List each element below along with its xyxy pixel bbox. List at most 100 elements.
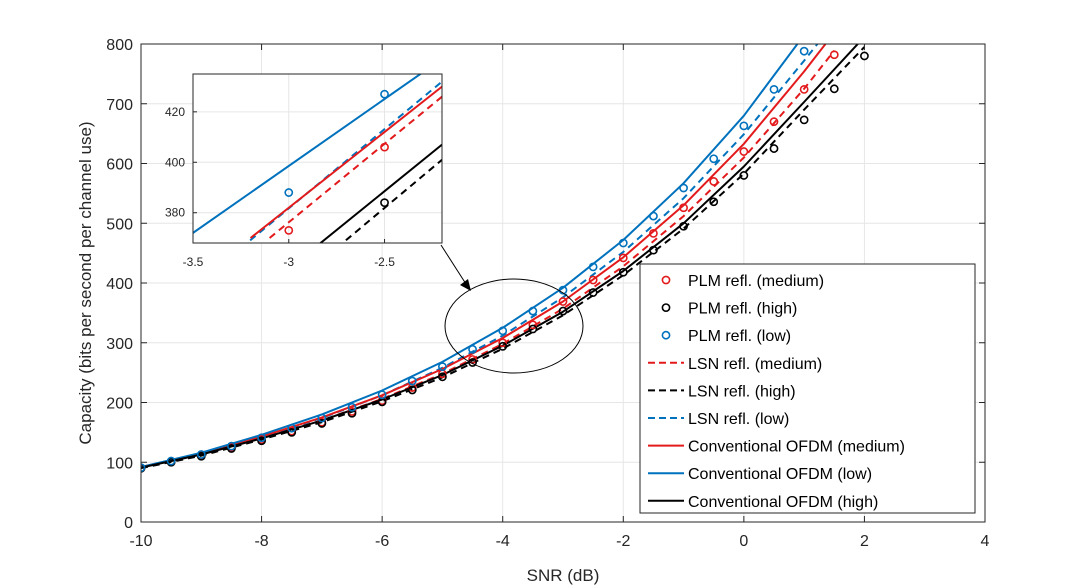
y-tick-label: 200 bbox=[106, 396, 133, 413]
marker-plm-refl-low bbox=[196, 450, 206, 459]
inset-y-tick-label: 380 bbox=[165, 206, 185, 220]
legend-label-lsn-refl-medium: LSN refl. (medium) bbox=[688, 356, 822, 373]
inset-marker bbox=[380, 142, 389, 152]
inset-marker bbox=[380, 198, 389, 208]
marker-plm-refl-high bbox=[679, 221, 688, 231]
y-tick-labels: 0 100 200 300 400 500 600 700 800 bbox=[106, 37, 133, 532]
marker-plm-refl-low bbox=[618, 238, 628, 248]
inset-marker bbox=[284, 188, 294, 197]
marker-plm-refl-low bbox=[377, 390, 387, 400]
legend-label-lsn-refl-low: LSN refl. (low) bbox=[688, 411, 789, 428]
inset-series-line bbox=[245, 80, 442, 243]
y-axis-label: Capacity (bits per second per channel us… bbox=[76, 121, 95, 444]
marker-plm-refl-medium bbox=[769, 117, 779, 127]
marker-plm-refl-low bbox=[141, 463, 146, 473]
legend-label-conventional-ofdm-high: Conventional OFDM (high) bbox=[688, 494, 878, 511]
marker-plm-refl-medium bbox=[829, 50, 839, 60]
marker-plm-refl-high bbox=[407, 385, 417, 395]
marker-plm-refl-low bbox=[769, 85, 779, 94]
marker-plm-refl-high bbox=[528, 324, 538, 334]
marker-plm-refl-medium bbox=[468, 355, 477, 364]
inset-series-line bbox=[318, 143, 442, 243]
y-tick-label: 400 bbox=[106, 276, 133, 293]
y-tick-label: 600 bbox=[106, 157, 133, 174]
x-tick-label: 0 bbox=[739, 533, 748, 550]
x-tick-label: -4 bbox=[496, 533, 510, 550]
zoom-inset: -3.5 -3 -2.5 380 400 420 bbox=[165, 73, 443, 269]
marker-plm-refl-low bbox=[227, 441, 236, 451]
inset-series-line bbox=[341, 159, 442, 243]
marker-plm-refl-high bbox=[347, 408, 357, 418]
marker-plm-refl-high bbox=[769, 144, 779, 153]
marker-plm-refl-low bbox=[739, 121, 749, 131]
x-axis-label: SNR (dB) bbox=[527, 566, 600, 585]
legend-marker-plm-refl-medium bbox=[661, 275, 671, 285]
inset-series-line bbox=[249, 85, 442, 239]
marker-plm-refl-medium bbox=[498, 338, 508, 348]
marker-plm-refl-high bbox=[287, 427, 297, 437]
marker-plm-refl-low bbox=[347, 402, 357, 412]
y-tick-label: 300 bbox=[106, 336, 133, 353]
legend-label-lsn-refl-high: LSN refl. (high) bbox=[688, 383, 796, 400]
marker-plm-refl-high bbox=[709, 197, 719, 207]
inset-x-tick-labels: -3.5 -3 -2.5 bbox=[183, 255, 396, 269]
marker-plm-refl-medium bbox=[618, 253, 628, 263]
x-tick-label: -8 bbox=[254, 533, 268, 550]
marker-plm-refl-high bbox=[649, 245, 658, 255]
marker-plm-refl-low bbox=[166, 456, 176, 466]
inset-marker bbox=[284, 225, 294, 235]
y-tick-label: 800 bbox=[106, 37, 133, 54]
series-line-lsn-refl-high bbox=[141, 46, 866, 470]
marker-plm-refl-high bbox=[588, 288, 598, 297]
marker-plm-refl-medium bbox=[799, 85, 809, 94]
marker-plm-refl-low bbox=[287, 423, 297, 433]
marker-plm-refl-low bbox=[468, 344, 477, 354]
inset-series-line bbox=[268, 95, 442, 239]
marker-plm-refl-high bbox=[739, 171, 749, 180]
zoom-ellipse bbox=[444, 278, 584, 374]
legend-items: PLM refl. (medium) PLM refl. (high) PLM re… bbox=[648, 273, 905, 511]
y-tick-label: 700 bbox=[106, 97, 133, 114]
zoom-arrow-line bbox=[440, 244, 467, 285]
legend-label-plm-refl-low: PLM refl. (low) bbox=[688, 328, 791, 345]
marker-plm-refl-high bbox=[317, 419, 327, 428]
axis-ticks bbox=[140, 43, 986, 523]
marker-plm-refl-high bbox=[618, 267, 628, 277]
marker-plm-refl-medium bbox=[739, 147, 749, 156]
marker-plm-refl-medium bbox=[649, 229, 658, 238]
marker-plm-refl-high bbox=[468, 358, 477, 367]
marker-plm-refl-medium bbox=[679, 203, 688, 213]
marker-plm-refl-high bbox=[257, 436, 266, 446]
x-tick-label: 4 bbox=[981, 533, 990, 550]
marker-plm-refl-high bbox=[558, 306, 568, 316]
marker-plm-refl-low bbox=[257, 433, 266, 443]
legend-label-conventional-ofdm-low: Conventional OFDM (low) bbox=[688, 466, 872, 483]
marker-plm-refl-medium bbox=[558, 297, 568, 306]
inset-y-tick-labels: 380 400 420 bbox=[165, 105, 185, 220]
legend-marker-plm-refl-low bbox=[661, 330, 671, 340]
marker-plm-refl-high bbox=[498, 341, 508, 351]
marker-plm-refl-medium bbox=[588, 275, 598, 285]
legend-label-conventional-ofdm-medium: Conventional OFDM (medium) bbox=[688, 439, 905, 456]
y-tick-label: 0 bbox=[124, 515, 133, 532]
marker-plm-refl-low bbox=[588, 262, 598, 272]
inset-marker bbox=[380, 89, 389, 99]
legend: PLM refl. (medium) PLM refl. (high) PLM re… bbox=[639, 263, 976, 514]
inset-frame bbox=[192, 73, 443, 244]
legend-label-plm-refl-medium: PLM refl. (medium) bbox=[688, 273, 824, 290]
series-markers bbox=[141, 46, 869, 473]
x-tick-labels: -10 -8 -6 -4 -2 0 2 4 bbox=[129, 533, 989, 550]
marker-plm-refl-high bbox=[829, 84, 839, 94]
inset-x-tick-label: -3 bbox=[283, 255, 294, 269]
marker-plm-refl-low bbox=[438, 362, 447, 372]
zoom-arrow-head bbox=[460, 279, 471, 291]
x-tick-label: -6 bbox=[375, 533, 389, 550]
inset-series-line bbox=[193, 74, 423, 234]
marker-plm-refl-low bbox=[317, 413, 327, 423]
marker-plm-refl-low bbox=[528, 306, 538, 316]
marker-plm-refl-low bbox=[649, 211, 658, 221]
x-tick-label: -10 bbox=[129, 533, 152, 550]
legend-box bbox=[639, 263, 976, 514]
inset-x-tick-label: -2.5 bbox=[374, 255, 395, 269]
marker-plm-refl-medium bbox=[528, 320, 538, 330]
